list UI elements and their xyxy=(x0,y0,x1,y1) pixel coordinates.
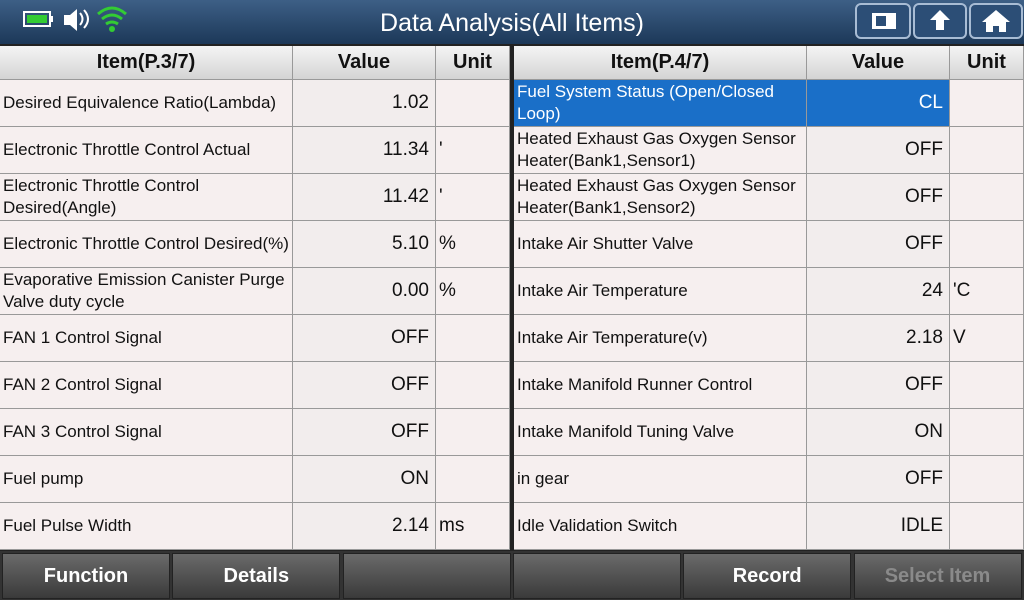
table-item[interactable]: Fuel System Status (Open/Closed Loop) xyxy=(514,80,807,127)
table-unit[interactable] xyxy=(950,127,1024,174)
nav-buttons[interactable] xyxy=(854,0,1024,44)
table-unit[interactable] xyxy=(436,315,510,362)
table-unit[interactable]: % xyxy=(436,221,510,268)
table-value[interactable]: OFF xyxy=(807,127,950,174)
title-bar: Data Analysis(All Items) xyxy=(0,0,1024,44)
table-unit[interactable] xyxy=(950,80,1024,127)
table-value[interactable]: CL xyxy=(807,80,950,127)
table-value[interactable]: IDLE xyxy=(807,503,950,550)
table-unit[interactable] xyxy=(950,174,1024,221)
footer-button xyxy=(512,553,681,599)
footer-button[interactable]: Details xyxy=(172,553,341,599)
table-unit[interactable] xyxy=(436,80,510,127)
table-unit[interactable] xyxy=(950,456,1024,503)
column-header: Value xyxy=(293,46,436,80)
table-unit[interactable] xyxy=(436,456,510,503)
table-item[interactable]: Fuel Pulse Width xyxy=(0,503,293,550)
table-item[interactable]: Intake Manifold Runner Control xyxy=(514,362,807,409)
table-value[interactable]: 1.02 xyxy=(293,80,436,127)
table-item[interactable]: Evaporative Emission Canister Purge Valv… xyxy=(0,268,293,315)
column-header: Value xyxy=(807,46,950,80)
table-item[interactable]: Intake Air Temperature(v) xyxy=(514,315,807,362)
table-value[interactable]: 24 xyxy=(807,268,950,315)
table-unit[interactable]: 'C xyxy=(950,268,1024,315)
table-value[interactable]: OFF xyxy=(293,409,436,456)
table-value[interactable]: 2.18 xyxy=(807,315,950,362)
table-value[interactable]: 5.10 xyxy=(293,221,436,268)
table-unit[interactable]: % xyxy=(436,268,510,315)
table-item[interactable]: Intake Manifold Tuning Valve xyxy=(514,409,807,456)
table-value[interactable]: 0.00 xyxy=(293,268,436,315)
table-item[interactable]: Idle Validation Switch xyxy=(514,503,807,550)
footer-button[interactable]: Function xyxy=(2,553,170,599)
table-value[interactable]: OFF xyxy=(807,362,950,409)
table-unit[interactable]: ms xyxy=(436,503,510,550)
footer-button xyxy=(342,553,511,599)
table-item[interactable]: FAN 1 Control Signal xyxy=(0,315,293,362)
table-item[interactable]: FAN 2 Control Signal xyxy=(0,362,293,409)
table-item[interactable]: Desired Equivalence Ratio(Lambda) xyxy=(0,80,293,127)
table-value[interactable]: OFF xyxy=(807,221,950,268)
table-value[interactable]: OFF xyxy=(807,456,950,503)
column-header: Item(P.4/7) xyxy=(514,46,807,80)
table-value[interactable]: 11.34 xyxy=(293,127,436,174)
table-unit[interactable] xyxy=(950,221,1024,268)
table-unit[interactable]: ' xyxy=(436,127,510,174)
footer-button[interactable]: Record xyxy=(683,553,852,599)
table-unit[interactable] xyxy=(436,362,510,409)
table-item[interactable]: Electronic Throttle Control Desired(%) xyxy=(0,221,293,268)
footer-button: Select Item xyxy=(853,553,1022,599)
table-value[interactable]: OFF xyxy=(807,174,950,221)
table-item[interactable]: Intake Air Shutter Valve xyxy=(514,221,807,268)
table-value[interactable]: 2.14 xyxy=(293,503,436,550)
table-unit[interactable] xyxy=(436,409,510,456)
table-unit[interactable]: ' xyxy=(436,174,510,221)
table-value[interactable]: ON xyxy=(293,456,436,503)
status-icons xyxy=(23,6,127,32)
table-value[interactable]: OFF xyxy=(293,362,436,409)
right-table: Item(P.4/7) Value Unit Fuel System Status (… xyxy=(514,46,1024,550)
table-unit[interactable] xyxy=(950,362,1024,409)
table-unit[interactable] xyxy=(950,503,1024,550)
table-item[interactable]: Electronic Throttle Control Actual xyxy=(0,127,293,174)
table-item[interactable]: in gear xyxy=(514,456,807,503)
table-value[interactable]: ON xyxy=(807,409,950,456)
table-item[interactable]: FAN 3 Control Signal xyxy=(0,409,293,456)
table-unit[interactable] xyxy=(950,409,1024,456)
table-value[interactable]: 11.42 xyxy=(293,174,436,221)
table-item[interactable]: Heated Exhaust Gas Oxygen Sensor Heater(… xyxy=(514,127,807,174)
table-item[interactable]: Heated Exhaust Gas Oxygen Sensor Heater(… xyxy=(514,174,807,221)
table-value[interactable]: OFF xyxy=(293,315,436,362)
column-header: Item(P.3/7) xyxy=(0,46,293,80)
left-table: Item(P.3/7) Value Unit Desired Equivalence … xyxy=(0,46,510,550)
table-unit[interactable]: V xyxy=(950,315,1024,362)
table-item[interactable]: Electronic Throttle Control Desired(Angl… xyxy=(0,174,293,221)
table-item[interactable]: Fuel pump xyxy=(0,456,293,503)
title: Data Analysis(All Items) xyxy=(380,9,644,37)
footer: Function Details Record Select Item xyxy=(0,551,1024,600)
column-header: Unit xyxy=(436,46,510,80)
table-item[interactable]: Intake Air Temperature xyxy=(514,268,807,315)
column-header: Unit xyxy=(950,46,1024,80)
